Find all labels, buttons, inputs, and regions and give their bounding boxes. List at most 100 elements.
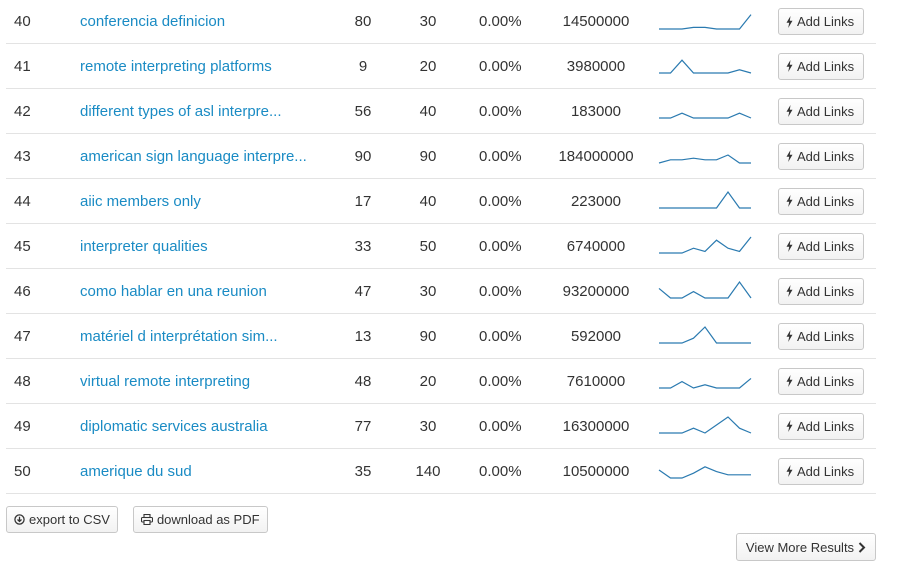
- row-number: 44: [14, 192, 31, 210]
- add-links-label: Add Links: [797, 463, 855, 479]
- add-links-cell: Add Links: [778, 449, 864, 493]
- table-row: 41 remote interpreting platforms 9 20 0.00% 3…: [6, 44, 876, 89]
- keyword-link[interactable]: aiic members only: [80, 192, 201, 210]
- keyword-link[interactable]: matériel d interprétation sim...: [80, 327, 278, 345]
- trend-sparkline-svg: [658, 280, 752, 299]
- search-volume: 183000: [570, 102, 622, 120]
- search-volume: 184000000: [558, 147, 634, 165]
- bolt-icon: [786, 375, 793, 387]
- add-links-label: Add Links: [797, 418, 855, 434]
- trend-sparkline-svg: [659, 416, 752, 434]
- trend-sparkline: [658, 269, 752, 313]
- trend-sparkline-svg: [659, 236, 752, 254]
- add-links-button[interactable]: Add Links: [778, 232, 864, 260]
- metric-b: 40: [419, 102, 437, 120]
- keyword-link[interactable]: interpreter qualities: [80, 237, 208, 255]
- row-number: 47: [14, 327, 31, 345]
- add-links-button[interactable]: Add Links: [778, 52, 864, 80]
- table-row: 42 different types of asl interpre... 56 40…: [6, 89, 876, 134]
- keyword-link[interactable]: como hablar en una reunion: [80, 282, 267, 300]
- trend-sparkline: [658, 0, 752, 43]
- metric-a: 33: [354, 237, 372, 255]
- printer-icon: [140, 514, 153, 525]
- keyword-link[interactable]: different types of asl interpre...: [80, 102, 282, 120]
- add-links-label: Add Links: [797, 148, 855, 164]
- trend-line: [658, 280, 752, 299]
- add-links-cell: Add Links: [778, 134, 864, 178]
- metric-b: 20: [419, 372, 437, 390]
- table-row: 45 interpreter qualities 33 50 0.00% 6740000 A…: [6, 224, 876, 269]
- row-number: 49: [14, 417, 31, 435]
- bolt-icon: [786, 60, 793, 72]
- trend-sparkline: [658, 404, 752, 448]
- metric-a: 35: [354, 462, 372, 480]
- chevron-right-icon: [858, 541, 866, 553]
- search-volume: 93200000: [562, 282, 630, 300]
- metric-a: 80: [354, 13, 372, 30]
- add-links-button[interactable]: Add Links: [778, 412, 864, 440]
- keyword-link[interactable]: amerique du sud: [80, 462, 192, 480]
- keyword-link[interactable]: american sign language interpre...: [80, 147, 307, 165]
- percentage: 0.00%: [479, 102, 522, 120]
- keyword-link[interactable]: remote interpreting platforms: [80, 57, 272, 75]
- metric-b: 90: [419, 147, 437, 165]
- add-links-cell: Add Links: [778, 269, 864, 313]
- table-row: 50 amerique du sud 35 140 0.00% 10500000 Add L…: [6, 449, 876, 494]
- keyword-link[interactable]: diplomatic services australia: [80, 417, 268, 435]
- trend-sparkline-svg: [659, 13, 752, 30]
- add-links-label: Add Links: [797, 193, 855, 209]
- download-pdf-button[interactable]: download as PDF: [132, 506, 268, 533]
- row-number: 50: [14, 462, 31, 480]
- add-links-button[interactable]: Add Links: [778, 322, 864, 350]
- add-links-button[interactable]: Add Links: [778, 187, 864, 215]
- trend-sparkline-svg: [658, 466, 751, 479]
- percentage: 0.00%: [479, 57, 522, 75]
- trend-sparkline: [658, 89, 752, 133]
- trend-sparkline-svg: [659, 190, 751, 209]
- keyword-table: 40 conferencia definicion 80 30 0.00% 1450000…: [6, 0, 876, 494]
- trend-sparkline-svg: [659, 59, 752, 74]
- table-row: 49 diplomatic services australia 77 30 0.00%…: [6, 404, 876, 449]
- add-links-cell: Add Links: [778, 314, 864, 358]
- trend-line: [658, 466, 751, 479]
- keyword-link[interactable]: conferencia definicion: [80, 13, 226, 30]
- keyword-link[interactable]: virtual remote interpreting: [80, 372, 251, 390]
- view-more-label: View More Results: [745, 539, 855, 555]
- add-links-button[interactable]: Add Links: [778, 97, 864, 125]
- add-links-label: Add Links: [797, 103, 855, 119]
- table-row: 48 virtual remote interpreting 48 20 0.00% 76…: [6, 359, 876, 404]
- add-links-label: Add Links: [797, 373, 855, 389]
- row-number: 40: [14, 13, 31, 30]
- row-number: 48: [14, 372, 31, 390]
- percentage: 0.00%: [479, 417, 522, 435]
- percentage: 0.00%: [479, 13, 522, 30]
- search-volume: 7610000: [566, 372, 626, 390]
- trend-sparkline: [658, 224, 752, 268]
- metric-a: 17: [354, 192, 372, 210]
- add-links-button[interactable]: Add Links: [778, 142, 864, 170]
- metric-b: 30: [419, 417, 437, 435]
- row-number: 46: [14, 282, 31, 300]
- bolt-icon: [786, 465, 793, 477]
- trend-line: [659, 416, 752, 434]
- add-links-button[interactable]: Add Links: [778, 457, 864, 485]
- add-links-label: Add Links: [797, 14, 855, 29]
- bolt-icon: [786, 150, 793, 162]
- view-more-results-button[interactable]: View More Results: [736, 533, 876, 561]
- download-pdf-label: download as PDF: [156, 512, 260, 527]
- bolt-icon: [786, 240, 793, 252]
- add-links-button[interactable]: Add Links: [778, 277, 864, 305]
- trend-sparkline: [658, 449, 752, 493]
- metric-b: 90: [419, 327, 437, 345]
- export-csv-button[interactable]: export to CSV: [6, 506, 118, 533]
- add-links-cell: Add Links: [778, 404, 864, 448]
- table-row: 44 aiic members only 17 40 0.00% 223000 Add Li…: [6, 179, 876, 224]
- row-number: 41: [14, 57, 31, 75]
- add-links-button[interactable]: Add Links: [778, 8, 864, 35]
- row-number: 45: [14, 237, 31, 255]
- add-links-button[interactable]: Add Links: [778, 367, 864, 395]
- add-links-cell: Add Links: [778, 44, 864, 88]
- add-links-cell: Add Links: [778, 89, 864, 133]
- trend-line: [659, 112, 752, 119]
- metric-a: 47: [354, 282, 372, 300]
